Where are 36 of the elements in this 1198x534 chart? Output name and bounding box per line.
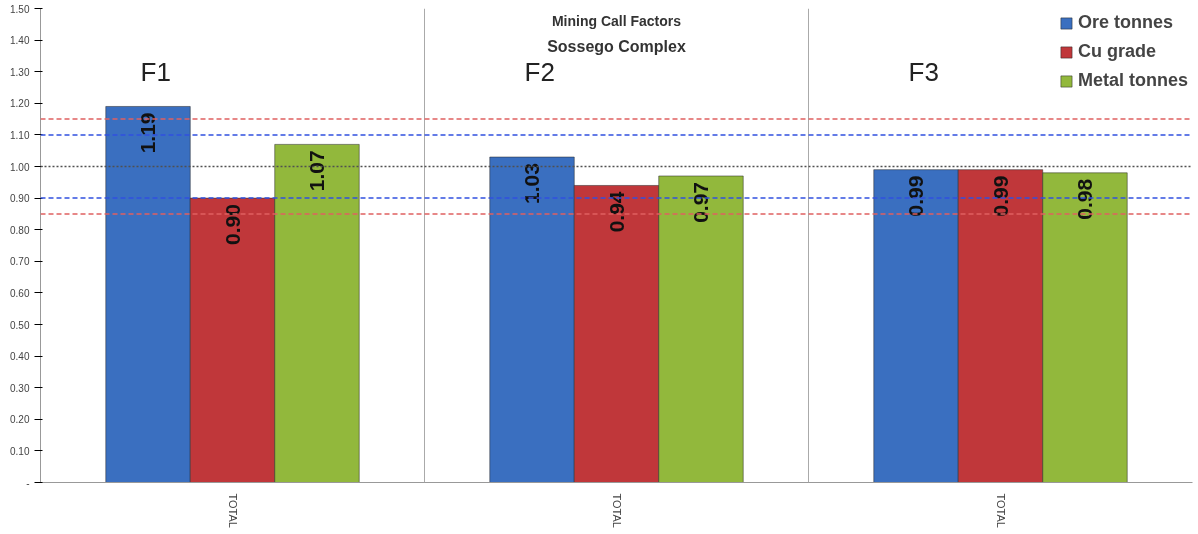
- data-label: 1.19: [136, 112, 160, 154]
- data-label: 1.03: [520, 163, 544, 204]
- legend-label: Ore tonnes: [1077, 12, 1174, 33]
- y-tick-label: -: [26, 477, 30, 489]
- y-tick-label: 0.30: [10, 382, 30, 394]
- y-tick-label: 0.20: [10, 414, 30, 426]
- y-tick-label: 0.10: [10, 445, 30, 457]
- y-tick-label: 0.80: [10, 224, 30, 236]
- data-label: 0.99: [988, 175, 1012, 217]
- data-label: 0.94: [604, 191, 628, 233]
- data-label: 0.97: [688, 181, 712, 223]
- annotation: F1: [140, 56, 171, 87]
- y-tick-label: 0.70: [10, 256, 30, 268]
- x-tick-label: TOTAL: [226, 493, 239, 528]
- y-tick-label: 1.30: [10, 66, 30, 78]
- legend-label: Metal tonnes: [1077, 70, 1188, 91]
- text: Sossego Complex: [547, 37, 686, 55]
- annotation: F2: [524, 56, 555, 87]
- x-tick-label: TOTAL: [610, 493, 623, 528]
- y-tick-label: 1.50: [10, 3, 30, 15]
- chart-title: Mining Call Factors: [551, 12, 682, 29]
- y-tick-label: 0.90: [10, 193, 30, 205]
- annotation: F3: [908, 56, 939, 87]
- x-tick-label: TOTAL: [994, 493, 1007, 528]
- y-tick-label: 1.20: [10, 98, 30, 110]
- data-label: 0.98: [1072, 178, 1096, 220]
- data-label: 1.07: [304, 150, 328, 192]
- legend-label: Cu grade: [1077, 41, 1156, 62]
- y-tick-label: 0.60: [10, 287, 30, 299]
- y-tick-label: 0.40: [10, 351, 30, 363]
- data-label: 0.99: [904, 175, 928, 217]
- y-tick-label: 1.40: [10, 35, 30, 47]
- data-label: 0.90: [220, 204, 244, 245]
- y-tick-label: 1.10: [10, 129, 30, 141]
- y-tick-label: 1.00: [10, 161, 30, 173]
- y-tick-label: 0.50: [10, 319, 30, 331]
